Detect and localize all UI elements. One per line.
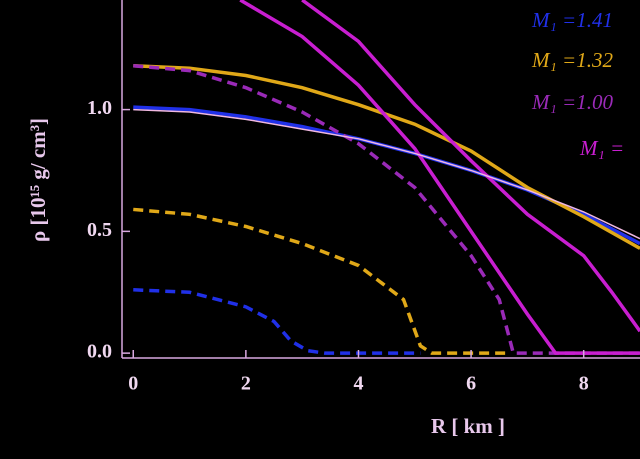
legend-entry: M₁ = <box>579 136 624 160</box>
series-line <box>239 0 640 355</box>
series-line <box>133 207 511 355</box>
plot-area <box>133 0 640 355</box>
y-tick-label: 0.0 <box>87 341 112 363</box>
legend-entry: M₁ =1.00 <box>531 90 613 114</box>
x-tick-label: 6 <box>466 373 476 395</box>
y-tick-label: 0.5 <box>87 219 112 241</box>
x-tick-label: 2 <box>241 373 251 395</box>
x-tick-label: 8 <box>579 373 589 395</box>
y-tick-label: 1.0 <box>87 97 112 119</box>
series-line <box>133 64 640 355</box>
y-axis-label: ρ [10¹⁵ g/ cm³] <box>26 118 50 242</box>
x-tick-label: 0 <box>128 373 138 395</box>
legend-entry: M₁ =1.32 <box>531 48 613 72</box>
legend-entry: M₁ =1.41 <box>531 8 613 32</box>
series-line <box>301 0 640 333</box>
x-tick-label: 4 <box>353 373 363 395</box>
legend: M₁ =1.41 M₁ =1.32 M₁ =1.00 M₁ = <box>531 8 624 160</box>
series-line <box>133 288 421 355</box>
series-line <box>133 105 640 246</box>
x-axis-label: R [ km ] <box>431 414 505 438</box>
series-line <box>133 108 640 240</box>
